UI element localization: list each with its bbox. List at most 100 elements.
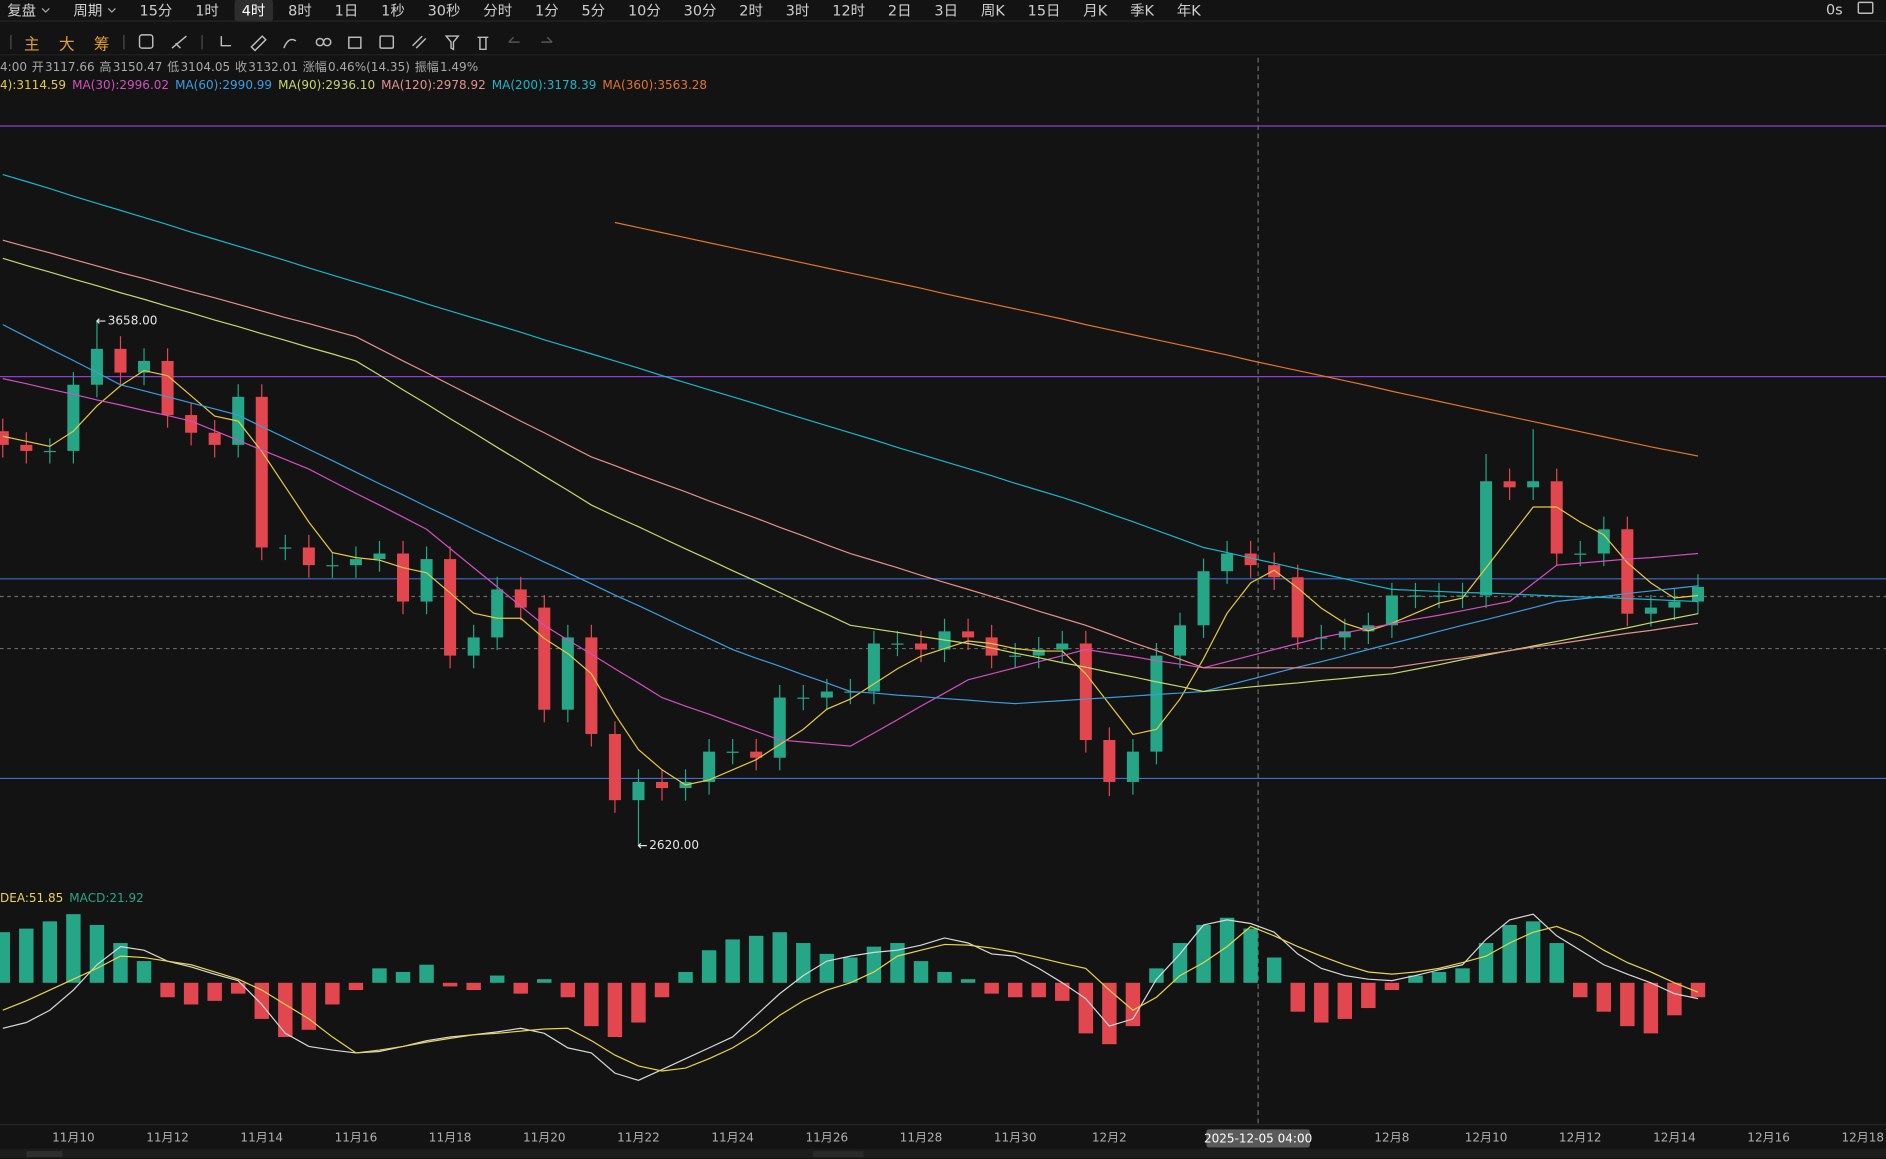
macd-bar: [984, 982, 999, 994]
period-button[interactable]: 周K: [980, 2, 1005, 20]
icon[interactable]: [508, 36, 520, 43]
menu[interactable]: 复盘: [0, 0, 58, 22]
tool-button[interactable]: 主: [24, 35, 40, 54]
period-button[interactable]: 月K: [1083, 2, 1108, 20]
candle-body: [1291, 577, 1304, 638]
macd-panel: [0, 913, 1706, 1081]
period-button[interactable]: 1日: [334, 2, 359, 20]
macd-bar: [372, 968, 387, 983]
candle-body: [1409, 595, 1422, 597]
icon[interactable]: [541, 36, 553, 43]
candle-body: [797, 697, 810, 699]
scroll-thumb[interactable]: [813, 1151, 864, 1158]
period-button[interactable]: 2日: [887, 2, 912, 20]
legend-entry: MA(30):2996.02: [72, 78, 169, 92]
period-button[interactable]: 1时: [195, 2, 219, 20]
macd-bar: [1431, 971, 1447, 983]
period-button[interactable]: 12时: [832, 2, 866, 20]
candle-body: [185, 415, 198, 433]
legend-entry: DEA:51.85: [0, 891, 63, 905]
candle-body: [43, 450, 56, 453]
icon[interactable]: [171, 35, 187, 49]
macd-bar: [1266, 957, 1282, 983]
period-button[interactable]: 30分: [683, 2, 717, 20]
x-tick-label: 12月14: [1653, 1130, 1696, 1144]
tool-button[interactable]: 筹: [93, 35, 110, 54]
period-button[interactable]: 1秒: [381, 2, 405, 20]
x-tick-label: 12月12: [1559, 1130, 1602, 1144]
period-button[interactable]: 15日: [1027, 2, 1061, 20]
icon[interactable]: [379, 35, 395, 49]
period-button[interactable]: 30秒: [427, 2, 461, 20]
candle-body: [326, 565, 339, 567]
ma-line: [2, 173, 1699, 603]
macd-bar: [489, 975, 505, 983]
candle-body: [67, 384, 80, 451]
timer: 0s: [1825, 1, 1843, 19]
ma-line: [614, 221, 1699, 457]
macd-bar: [772, 932, 787, 983]
macd-bar: [1031, 982, 1046, 998]
macd-bar: [1502, 924, 1517, 983]
icon[interactable]: [1857, 1, 1874, 14]
icon[interactable]: [444, 35, 460, 51]
candle-body: [1244, 553, 1257, 566]
period-button[interactable]: 10分: [627, 2, 661, 20]
icon[interactable]: [250, 35, 267, 52]
candle-body: [1103, 740, 1116, 782]
menu[interactable]: 周期: [66, 0, 124, 22]
icon[interactable]: [348, 36, 362, 49]
period-button[interactable]: 3时: [785, 2, 810, 20]
legend-entry: MA(120):2978.92: [381, 78, 486, 92]
icon[interactable]: [283, 38, 297, 49]
macd-bar: [42, 921, 58, 983]
ma-line: [2, 369, 1699, 786]
macd-bar: [654, 982, 670, 998]
tool-button[interactable]: 大: [58, 35, 75, 54]
icon[interactable]: [322, 37, 332, 47]
macd-bar: [1125, 982, 1141, 1027]
macd-bar: [725, 939, 740, 983]
x-tick-label: 12月10: [1465, 1130, 1508, 1144]
macd-bar: [1620, 982, 1635, 1027]
period-button[interactable]: 5分: [581, 2, 606, 20]
candle-body: [1385, 595, 1398, 626]
macd-bar: [1573, 982, 1588, 998]
macd-bar: [136, 961, 152, 983]
macd-bar: [631, 982, 646, 1023]
macd-bar: [1243, 928, 1258, 983]
icon[interactable]: [412, 35, 427, 49]
extreme-label: 2620.00: [649, 838, 699, 852]
icon[interactable]: [220, 36, 231, 47]
period-button[interactable]: 年K: [1176, 2, 1201, 20]
macd-bar: [1667, 982, 1682, 1016]
period-button[interactable]: 2时: [739, 2, 763, 20]
candle-body: [90, 348, 103, 385]
candle-body: [914, 643, 928, 650]
period-button[interactable]: 8时: [288, 2, 312, 20]
candle-body: [1173, 625, 1187, 656]
macd-bar: [1055, 982, 1070, 1001]
candle-body: [750, 751, 763, 758]
macd-bar: [537, 979, 552, 983]
x-tick-label: 12月16: [1747, 1130, 1790, 1144]
candle-body: [491, 589, 504, 638]
period-button[interactable]: 3日: [934, 2, 959, 20]
macd-bar: [1149, 968, 1164, 983]
scroll-thumb[interactable]: [26, 1151, 63, 1158]
period-button[interactable]: 季K: [1130, 2, 1154, 20]
ma-line: [2, 324, 1699, 705]
icon[interactable]: [477, 36, 489, 51]
icon[interactable]: [138, 34, 154, 49]
candle-body: [703, 751, 716, 782]
macd-bar: [1219, 917, 1235, 983]
period-button[interactable]: 4时: [234, 0, 273, 22]
macd-bar: [1596, 982, 1612, 1012]
period-button[interactable]: 15分: [139, 2, 173, 20]
period-button[interactable]: 1分: [535, 2, 559, 20]
candle-body: [962, 631, 975, 638]
candle-body: [1668, 601, 1681, 608]
info-item: 低: [167, 60, 179, 74]
candle-body: [867, 643, 880, 692]
period-button[interactable]: 分时: [483, 2, 513, 20]
